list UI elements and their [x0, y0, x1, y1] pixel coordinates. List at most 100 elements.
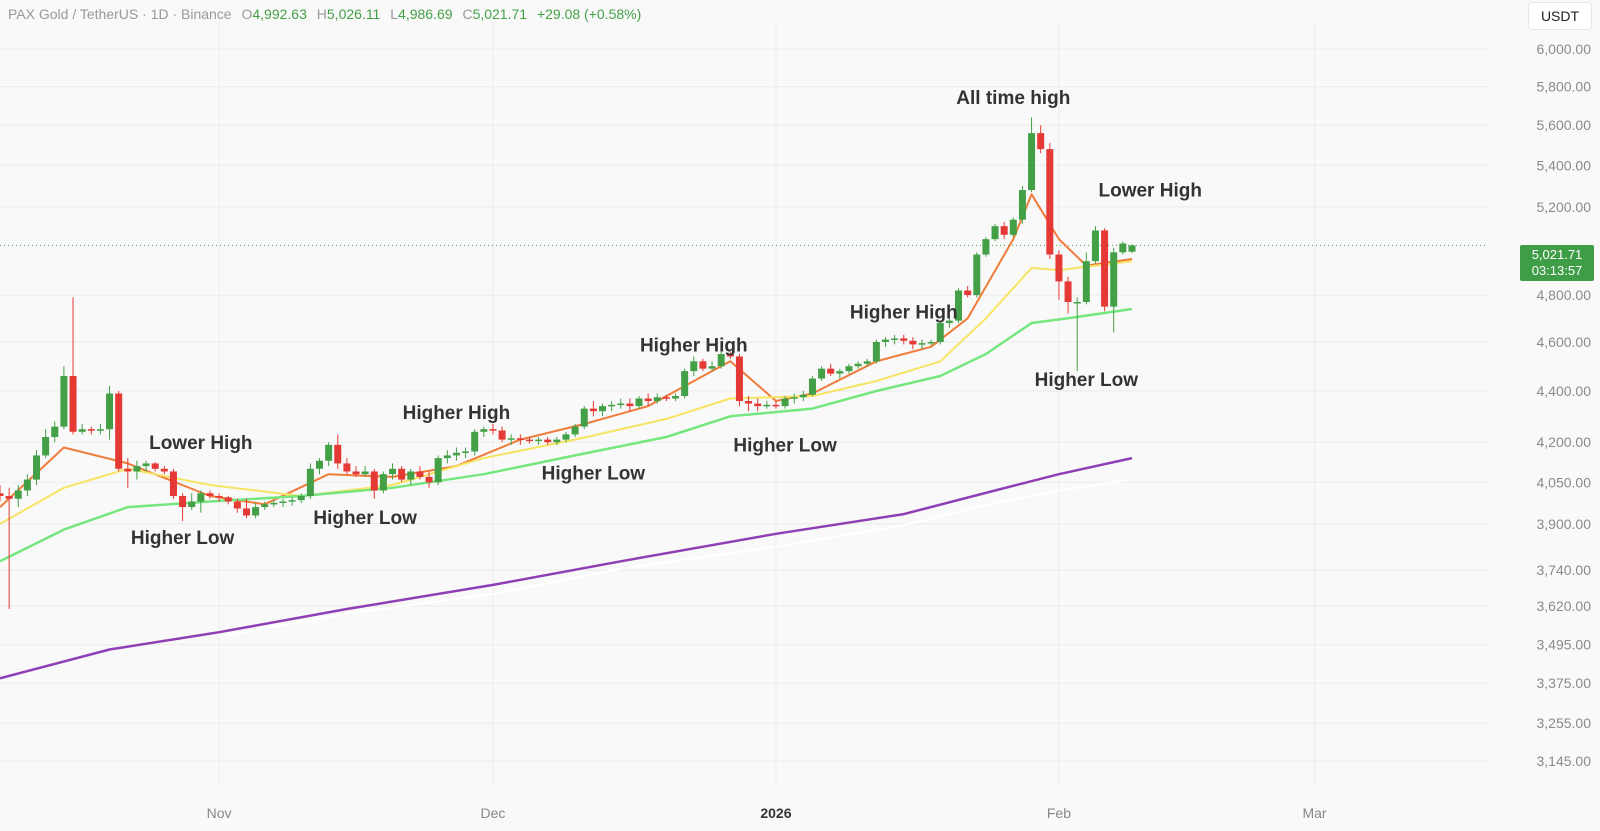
candle-body	[745, 401, 753, 404]
candle-body	[370, 471, 378, 491]
candle-body	[1091, 230, 1099, 262]
annotation-label: Higher High	[403, 403, 511, 424]
candle-body	[726, 354, 734, 357]
candle-body	[233, 501, 241, 509]
candle-body	[991, 226, 999, 240]
open-value: 4,992.63	[252, 6, 307, 22]
candle-body	[681, 371, 689, 396]
candle-body	[507, 438, 515, 440]
price-tick-label: 3,740.00	[1537, 562, 1592, 578]
candle-body	[215, 495, 223, 498]
candle-body	[881, 339, 889, 342]
candle-body	[1128, 245, 1136, 252]
price-tick-label: 5,400.00	[1537, 157, 1592, 173]
candle-body	[662, 397, 670, 399]
candle-body	[160, 468, 168, 472]
candle-body	[754, 403, 762, 407]
candle-body	[918, 343, 926, 345]
candle-body	[206, 493, 214, 496]
candle-body	[407, 471, 415, 480]
candle-body	[891, 338, 899, 340]
annotation-label: Higher High	[850, 302, 958, 323]
candle-body	[151, 463, 159, 469]
candle-body	[379, 474, 387, 491]
candle-body	[571, 426, 579, 435]
candle-body	[790, 397, 798, 399]
candle-body	[306, 468, 314, 496]
price-axis-background	[1488, 0, 1600, 831]
candle-body	[799, 394, 807, 398]
candle-body	[955, 290, 963, 321]
candle-body	[498, 430, 506, 440]
candle-body	[863, 361, 871, 364]
candle-body	[297, 495, 305, 501]
currency-button[interactable]: USDT	[1528, 2, 1592, 30]
candle-body	[516, 438, 524, 440]
candle-body	[188, 501, 196, 508]
last-price-tag: 5,021.71 03:13:57	[1520, 245, 1594, 281]
candle-body	[480, 429, 488, 432]
ema-fast-line	[0, 193, 1133, 508]
chart-grid	[0, 22, 1488, 784]
candle-body	[416, 471, 424, 477]
ema-mid-line	[0, 260, 1133, 525]
price-tick-label: 3,900.00	[1537, 516, 1592, 532]
time-axis[interactable]: Nov Dec 2026 Feb Mar	[207, 805, 1327, 821]
candle-body	[854, 363, 862, 367]
price-tick-label: 6,000.00	[1537, 41, 1592, 57]
close-label: C	[462, 6, 473, 22]
candle-body	[0, 493, 4, 496]
candle-body	[909, 340, 917, 345]
candle-body	[325, 444, 333, 461]
price-tick-label: 5,800.00	[1537, 79, 1592, 95]
candle-body	[872, 341, 880, 362]
candle-body	[197, 493, 205, 502]
symbol-title: PAX Gold / TetherUS · 1D · Binance	[8, 6, 232, 22]
candle-body	[644, 398, 652, 402]
last-price: 5,021.71	[1531, 247, 1583, 262]
low-value: 4,986.69	[398, 6, 453, 22]
candle-body	[224, 497, 232, 502]
annotation-label: Higher High	[640, 336, 748, 357]
candle-body	[608, 404, 616, 407]
candle-body	[836, 371, 844, 374]
candle-body	[1119, 243, 1127, 253]
candle-body	[462, 451, 470, 453]
candle-body	[334, 444, 342, 464]
candle-body	[1018, 190, 1026, 220]
candle-body	[589, 408, 597, 412]
time-tick-label: Mar	[1302, 805, 1326, 821]
candle-body	[1046, 149, 1054, 255]
ma-long-line	[0, 456, 1133, 680]
annotation-label: Lower High	[1099, 180, 1202, 201]
candle-body	[1110, 252, 1118, 307]
candle-body	[1073, 302, 1081, 304]
ma-longer-line	[218, 478, 1133, 638]
candle-body	[471, 431, 479, 452]
price-tick-label: 3,620.00	[1537, 598, 1592, 614]
price-tick-label: 3,495.00	[1537, 637, 1592, 653]
candle-body	[452, 452, 460, 456]
candle-body	[261, 504, 269, 508]
candle-body	[927, 341, 935, 344]
high-value: 5,026.11	[326, 6, 381, 22]
price-tick-label: 4,200.00	[1537, 434, 1592, 450]
candle-body	[708, 366, 716, 369]
annotation-label: All time high	[956, 88, 1070, 109]
candle-body	[179, 495, 187, 508]
candle-body	[133, 466, 141, 472]
price-tick-label: 5,600.00	[1537, 117, 1592, 133]
bar-countdown: 03:13:57	[1531, 263, 1583, 278]
candle-body	[352, 471, 360, 475]
price-axis[interactable]: 3,145.00 3,255.00 3,375.00 3,495.00 3,620.00…	[1488, 0, 1600, 831]
time-tick-label: Feb	[1047, 805, 1071, 821]
candle-body	[96, 429, 104, 431]
close-value: 5,021.71	[472, 6, 528, 22]
high-label: H	[316, 6, 327, 22]
candle-body	[23, 479, 31, 491]
candle-body	[973, 254, 981, 296]
candle-body	[361, 471, 369, 475]
price-tick-label: 4,800.00	[1537, 287, 1592, 303]
annotation-label: Higher Low	[733, 435, 837, 456]
